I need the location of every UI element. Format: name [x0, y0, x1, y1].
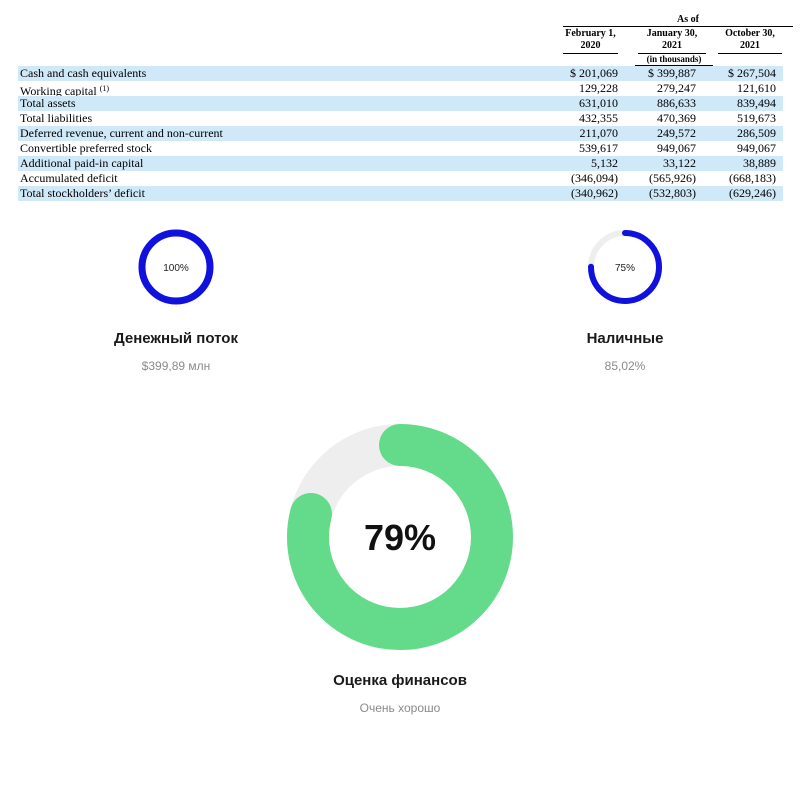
row-label: Deferred revenue, current and non-curren… [20, 126, 223, 140]
gauge-title: Оценка финансов [333, 672, 467, 689]
gauge-title: Наличные [586, 330, 664, 347]
column-header-line1: February 1, [565, 28, 616, 39]
cash-ring: 75% [588, 230, 662, 304]
as-of-label: As of [677, 14, 699, 25]
footnote-marker: (1) [99, 84, 110, 93]
column-header-line2: 2021 [740, 40, 760, 51]
gauge-subtitle: 85,02% [604, 359, 646, 373]
score-ring: 79% [287, 424, 513, 650]
cell-value: 249,572 [657, 126, 696, 140]
cell-value: 886,633 [657, 96, 696, 110]
column-header-line1: January 30, [646, 28, 698, 39]
cell-value: 432,355 [579, 111, 618, 125]
row-label: Accumulated deficit [20, 171, 118, 185]
column-header-line2: 2020 [580, 40, 601, 51]
row-label: Additional paid-in capital [20, 156, 144, 170]
cell-value: 286,509 [737, 126, 776, 140]
cell-value: (346,094) [571, 171, 618, 185]
ring-progress [588, 230, 662, 304]
cell-value: 211,070 [579, 126, 618, 140]
table-row: Working capital (1) 129,228 279,247 121,… [18, 81, 783, 99]
row-label: Cash and cash equivalents [20, 66, 147, 80]
cell-value: $ 201,069 [570, 66, 618, 80]
as-of-rule [563, 26, 793, 27]
units-label: (in thousands) [646, 54, 702, 64]
cell-value: (532,803) [649, 186, 696, 200]
cell-value: 949,067 [657, 141, 696, 155]
cell-value: 5,132 [591, 156, 618, 170]
gauge-percent: 100% [163, 263, 189, 274]
cell-value: (565,926) [649, 171, 696, 185]
column-header-line2: 2021 [662, 40, 682, 51]
table-row: Total liabilities 432,355 470,369 519,67… [18, 111, 783, 126]
row-label: Convertible preferred stock [20, 141, 152, 155]
cell-value: 33,122 [663, 156, 696, 170]
cashflow-ring: 100% [138, 229, 214, 305]
cell-value: $ 399,887 [648, 66, 696, 80]
gauge-percent: 79% [364, 517, 436, 558]
column-header-line1: October 30, [725, 28, 775, 39]
financial-score-gauge: 79% Оценка финансов Очень хорошо [280, 422, 520, 715]
cell-value: 129,228 [579, 81, 618, 95]
cashflow-gauge: 100% Денежный поток $399,89 млн [96, 227, 256, 373]
cell-value: 38,889 [743, 156, 776, 170]
gauge-subtitle: Очень хорошо [359, 701, 441, 715]
cell-value: (629,246) [729, 186, 776, 200]
cell-value: (340,962) [571, 186, 618, 200]
row-label: Total assets [20, 96, 76, 110]
cell-value: 519,673 [737, 111, 776, 125]
ring-progress [287, 424, 513, 650]
table-row: Deferred revenue, current and non-curren… [18, 126, 783, 141]
table-header: As of February 1, 2020 January 30, 2021 … [18, 14, 793, 66]
gauge-title: Денежный поток [114, 330, 238, 347]
gauge-percent: 75% [615, 263, 635, 274]
cash-gauge: 75% Наличные 85,02% [545, 227, 705, 373]
cell-value: 539,617 [579, 141, 618, 155]
cell-value: 279,247 [657, 81, 696, 95]
cell-value: 839,494 [737, 96, 776, 110]
row-label: Working capital (1) [20, 81, 109, 99]
row-label: Total stockholders’ deficit [20, 186, 145, 200]
cell-value: 470,369 [657, 111, 696, 125]
table-row: Total stockholders’ deficit (340,962) (5… [18, 186, 783, 201]
table-row: Accumulated deficit (346,094) (565,926) … [18, 171, 783, 186]
cell-value: (668,183) [729, 171, 776, 185]
ring-progress [138, 229, 214, 305]
cell-value: $ 267,504 [728, 66, 776, 80]
column-header-feb-2020: February 1, 2020 [563, 28, 618, 54]
column-header-oct-2021: October 30, 2021 [718, 28, 782, 54]
table-row: Additional paid-in capital 5,132 33,122 … [18, 156, 783, 171]
column-header-jan-2021: January 30, 2021 [638, 28, 706, 54]
gauge-subtitle: $399,89 млн [141, 359, 211, 373]
cell-value: 631,010 [579, 96, 618, 110]
cell-value: 949,067 [737, 141, 776, 155]
row-label-text: Working capital [20, 84, 97, 98]
table-row: Total assets 631,010 886,633 839,494 [18, 96, 783, 111]
financial-summary-table: As of February 1, 2020 January 30, 2021 … [18, 14, 793, 201]
cell-value: 121,610 [737, 81, 776, 95]
units-rule [635, 65, 713, 66]
table-row: Cash and cash equivalents $ 201,069 $ 39… [18, 66, 783, 81]
table-row: Convertible preferred stock 539,617 949,… [18, 141, 783, 156]
row-label: Total liabilities [20, 111, 93, 125]
